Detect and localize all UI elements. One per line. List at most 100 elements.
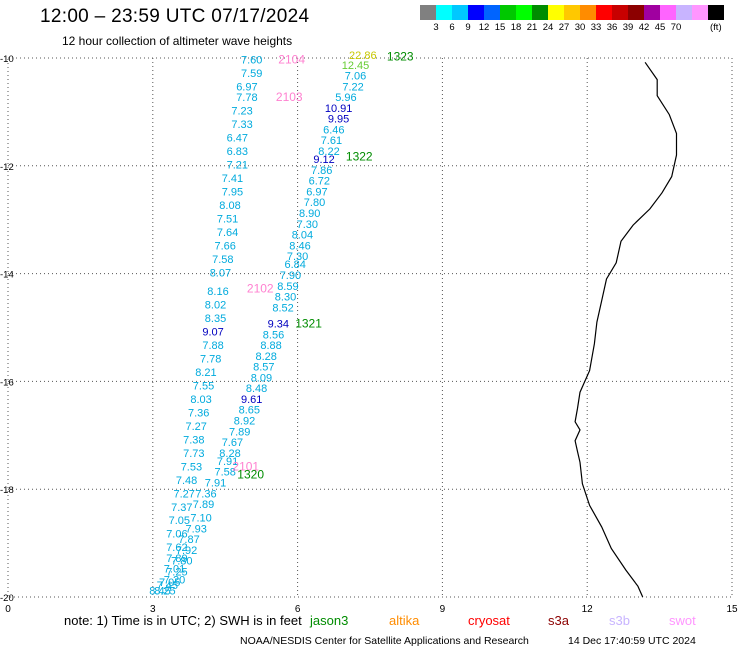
scale-label: 12 xyxy=(478,22,490,33)
x-tick-label: 0 xyxy=(5,604,11,615)
wave-height-label: 8.57 xyxy=(253,362,274,374)
wave-height-label: 7.91 xyxy=(205,478,226,490)
pass-number-label: 2103 xyxy=(276,90,303,104)
pass-number-label: 1322 xyxy=(346,149,373,163)
scale-swatch xyxy=(420,5,436,20)
wave-height-label: 7.41 xyxy=(222,173,243,185)
wave-height-label: 8.65 xyxy=(239,405,260,417)
wave-height-label: 7.88 xyxy=(202,340,223,352)
wave-height-label: 7.66 xyxy=(214,240,235,252)
scale-label: 9 xyxy=(465,22,471,33)
wave-height-label: 8.16 xyxy=(207,286,228,298)
x-tick-label: 6 xyxy=(295,604,301,615)
wave-height-label: 7.27 xyxy=(185,421,206,433)
wave-height-label: 7.80 xyxy=(171,556,192,568)
scale-label: 30 xyxy=(574,22,586,33)
wave-height-label: 8.09 xyxy=(251,372,272,384)
wave-height-label: 8.88 xyxy=(260,340,281,352)
wave-height-label: 8.92 xyxy=(234,416,255,428)
wave-height-label: 6.47 xyxy=(227,133,248,145)
wave-height-label: 8.90 xyxy=(299,208,320,220)
wave-height-label: 7.05 xyxy=(169,515,190,527)
color-scale-unit: (ft) xyxy=(710,22,722,33)
mission-label-s3a: s3a xyxy=(548,613,569,628)
scale-swatch xyxy=(548,5,564,20)
pass-number-label: 2104 xyxy=(278,52,305,66)
scale-swatch xyxy=(708,5,724,20)
wave-height-label: 7.92 xyxy=(176,545,197,557)
pass-number-label: 1321 xyxy=(295,317,322,331)
wave-height-label: 7.90 xyxy=(280,270,301,282)
scale-swatch xyxy=(468,5,484,20)
wave-height-label: 7.37 xyxy=(171,502,192,514)
y-tick-label: -18 xyxy=(0,485,14,496)
wave-height-label: 8.30 xyxy=(275,292,296,304)
wave-height-label: 7.89 xyxy=(193,499,214,511)
pass-number-label: 1320 xyxy=(237,467,264,481)
wave-height-label: 7.23 xyxy=(231,106,252,118)
footer-note: note: 1) Time is in UTC; 2) SWH is in fe… xyxy=(64,613,302,628)
wave-height-label: 8.25 xyxy=(154,585,175,597)
x-tick-label: 15 xyxy=(726,604,738,615)
scale-swatch xyxy=(644,5,660,20)
wave-height-label: 8.28 xyxy=(219,448,240,460)
wave-height-label: 9.95 xyxy=(328,114,349,126)
wave-height-label: 7.91 xyxy=(217,456,238,468)
wave-height-label: 7.61 xyxy=(321,135,342,147)
y-tick-label: -12 xyxy=(0,162,14,173)
wave-height-label: 7.10 xyxy=(190,513,211,525)
wave-height-label: 9.61 xyxy=(241,394,262,406)
wave-height-label: 7.05 xyxy=(159,577,180,589)
wave-height-label: 7.45 xyxy=(157,580,178,592)
wave-height-label: 8.07 xyxy=(210,267,231,279)
generation-timestamp: 14 Dec 17:40:59 UTC 2024 xyxy=(568,635,696,647)
map-title: 12:00 – 23:59 UTC 07/17/2024 xyxy=(40,6,310,27)
wave-height-label: 7.51 xyxy=(217,213,238,225)
scale-label: 18 xyxy=(510,22,522,33)
y-tick-label: -10 xyxy=(0,54,14,65)
scale-label: 27 xyxy=(558,22,570,33)
wave-height-label: 7.22 xyxy=(342,81,363,93)
mission-label-s3b: s3b xyxy=(609,613,630,628)
wave-height-label: 8.48 xyxy=(246,383,267,395)
wave-height-label: 6.84 xyxy=(284,259,305,271)
wave-height-label: 7.36 xyxy=(195,488,216,500)
scale-label: 21 xyxy=(526,22,538,33)
wave-height-label: 8.03 xyxy=(190,394,211,406)
wave-height-label: 7.80 xyxy=(304,197,325,209)
wave-height-label: 7.59 xyxy=(241,68,262,80)
wave-height-label: 7.58 xyxy=(212,254,233,266)
wave-height-label: 8.46 xyxy=(289,240,310,252)
wave-height-label: 7.06 xyxy=(345,71,366,83)
wave-height-label: 7.27 xyxy=(173,488,194,500)
scale-label: 6 xyxy=(449,22,455,33)
wave-height-label: 7.78 xyxy=(236,92,257,104)
scale-label: 33 xyxy=(590,22,602,33)
wave-height-label: 6.97 xyxy=(306,186,327,198)
wave-height-label: 7.58 xyxy=(214,467,235,479)
scale-swatch xyxy=(612,5,628,20)
wave-height-label: 7.33 xyxy=(231,119,252,131)
y-tick-label: -20 xyxy=(0,593,14,604)
wave-height-label: 8.56 xyxy=(263,329,284,341)
wave-height-label: 8.02 xyxy=(205,300,226,312)
scale-swatch xyxy=(436,5,452,20)
wave-height-label: 8.59 xyxy=(277,281,298,293)
wave-height-label: 7.55 xyxy=(193,381,214,393)
wave-height-label: 7.86 xyxy=(311,165,332,177)
wave-height-label: 22.86 xyxy=(349,50,377,62)
y-tick-label: -16 xyxy=(0,377,14,388)
wave-height-label: 7.87 xyxy=(178,534,199,546)
wave-height-label: 7.21 xyxy=(227,160,248,172)
wave-height-label: 7.53 xyxy=(181,461,202,473)
scale-swatch xyxy=(580,5,596,20)
wave-height-label: 7.20 xyxy=(164,575,185,587)
wave-height-label: 7.89 xyxy=(229,426,250,438)
wave-height-label: 7.93 xyxy=(185,523,206,535)
scale-swatch xyxy=(692,5,708,20)
mission-label-cryosat: cryosat xyxy=(468,613,510,628)
scale-swatch xyxy=(660,5,676,20)
wave-height-label: 6.83 xyxy=(227,146,248,158)
x-tick-label: 3 xyxy=(150,604,156,615)
